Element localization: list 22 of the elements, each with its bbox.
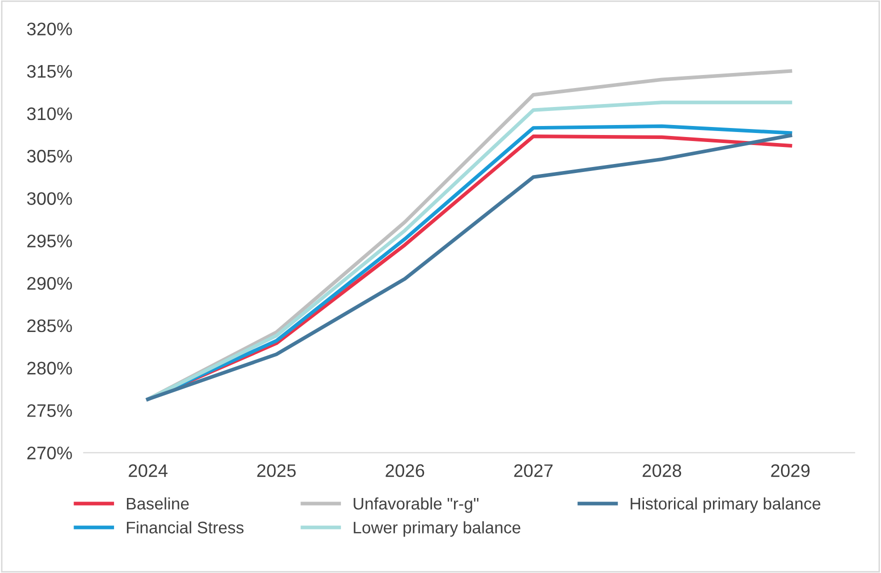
y-tick-label: 275% (27, 404, 72, 417)
x-tick-label: 2027 (514, 464, 553, 478)
y-tick-label: 315% (27, 64, 72, 78)
y-tick-label: 280% (27, 362, 72, 375)
y-tick-label: 310% (27, 107, 72, 120)
legend-label: Financial Stress (126, 521, 244, 534)
x-tick-label: 2025 (257, 464, 296, 478)
y-tick-label: 285% (27, 319, 72, 332)
y-tick-label: 290% (27, 276, 72, 290)
y-tick-label: 305% (27, 150, 72, 163)
legend-label: Lower primary balance (354, 521, 520, 537)
legend-label: Historical primary balance (630, 497, 820, 513)
x-tick-label: 2024 (128, 464, 168, 478)
y-tick-label: 270% (27, 446, 72, 460)
legend-label: Unfavorable "r-g" (354, 497, 478, 513)
x-tick-label: 2028 (642, 464, 682, 478)
x-tick-label: 2026 (386, 464, 424, 478)
y-tick-label: 300% (27, 192, 72, 205)
legend-label: Baseline (126, 497, 189, 510)
x-tick-label: 2029 (771, 464, 810, 478)
y-tick-label: 295% (27, 234, 72, 248)
y-tick-label: 320% (27, 22, 72, 36)
